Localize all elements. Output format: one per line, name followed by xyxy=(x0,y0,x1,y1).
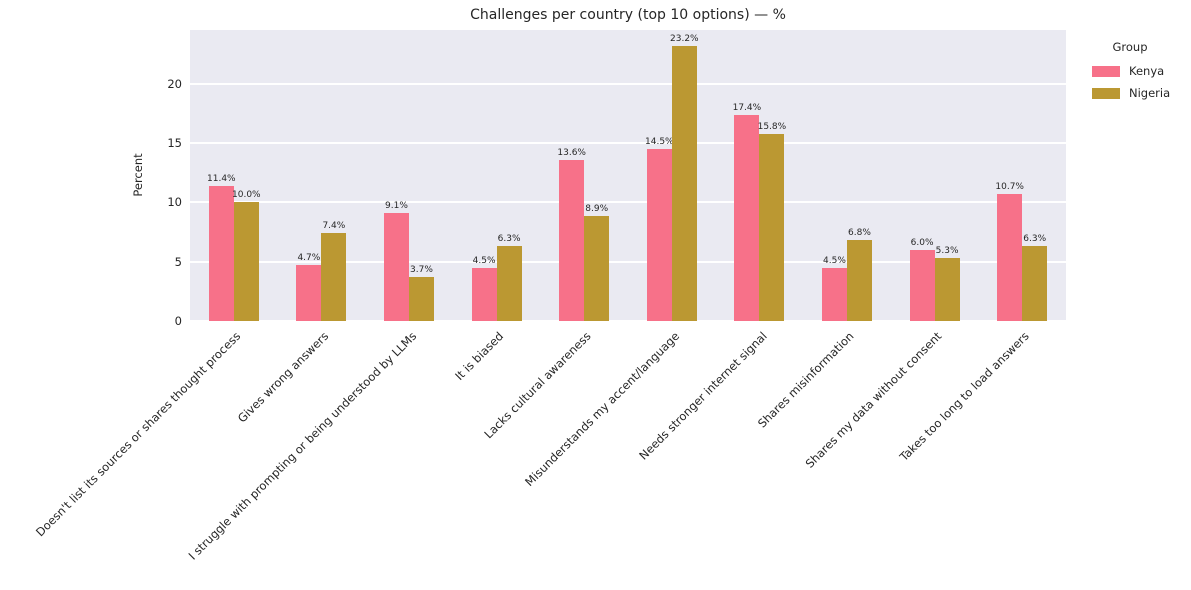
bar-value-label: 7.4% xyxy=(322,221,346,232)
bar-group: 10.7% 6.3% xyxy=(978,30,1066,321)
bar-value-label: 23.2% xyxy=(670,34,699,45)
bar-value-label: 11.4% xyxy=(207,173,236,184)
bar-nigeria xyxy=(321,233,347,321)
y-tick-label: 20 xyxy=(167,76,182,91)
legend-entries: Kenya Nigeria xyxy=(1088,60,1188,104)
legend-entry-label: Nigeria xyxy=(1129,86,1171,100)
bar-nigeria xyxy=(1022,246,1048,321)
gridline-20 xyxy=(190,82,1066,85)
bar-value-label: 6.3% xyxy=(1023,234,1047,245)
bar-nigeria xyxy=(759,133,785,321)
gridline-5 xyxy=(190,260,1066,263)
bar-group: 11.4% 10.0% xyxy=(190,30,278,321)
bar-nigeria xyxy=(846,240,872,321)
bar-value-label: 17.4% xyxy=(732,102,762,113)
y-tick-label: 10 xyxy=(167,195,182,210)
bar-value-label: 4.5% xyxy=(472,255,496,266)
legend-entry-label: Kenya xyxy=(1129,64,1165,78)
bar-kenya xyxy=(646,149,672,321)
bar-value-label: 5.3% xyxy=(935,246,959,257)
bar-kenya xyxy=(208,185,234,321)
x-tick-label: Doesn't list its sources or shares thoug… xyxy=(33,329,244,540)
y-tick-label: 5 xyxy=(174,254,182,269)
legend-entry-kenya: Kenya xyxy=(1088,60,1188,82)
gridline-0 xyxy=(190,320,1066,322)
bar-kenya xyxy=(383,213,409,321)
bar-nigeria xyxy=(584,215,610,321)
bar-nigeria xyxy=(671,46,697,321)
bar-group: 4.5% 6.8% xyxy=(803,30,891,321)
bar-group: 4.5% 6.3% xyxy=(453,30,541,321)
bar-group: 14.5% 23.2% xyxy=(628,30,716,321)
bar-kenya xyxy=(821,267,847,321)
plot-area: 11.4% 10.0% 4.7% 7.4% 9.1% 3.7% 4.5% 6.3% 13.6% 8… xyxy=(190,30,1066,322)
bar-group: 17.4% 15.8% xyxy=(716,30,804,321)
legend: Group Kenya Nigeria xyxy=(1088,40,1188,104)
bar-value-label: 15.8% xyxy=(757,121,787,132)
bar-kenya xyxy=(559,159,585,321)
bar-value-label: 14.5% xyxy=(645,137,674,148)
bar-value-label: 6.8% xyxy=(848,228,871,239)
bar-value-label: 6.0% xyxy=(910,237,934,248)
y-tick-label: 15 xyxy=(167,136,182,151)
bar-value-label: 8.9% xyxy=(585,203,609,214)
bar-group: 6.0% 5.3% xyxy=(891,30,979,321)
bar-kenya xyxy=(296,265,322,321)
x-tick-label: Misunderstands my accent/language xyxy=(521,329,682,489)
bar-value-label: 10.0% xyxy=(232,190,261,201)
gridline-10 xyxy=(190,201,1066,204)
bar-kenya xyxy=(734,114,760,321)
bar-value-label: 13.6% xyxy=(557,147,586,158)
bar-value-label: 6.3% xyxy=(497,234,521,245)
bar-value-label: 10.7% xyxy=(995,182,1024,193)
bar-group: 13.6% 8.9% xyxy=(540,30,628,321)
bar-nigeria xyxy=(233,202,259,321)
chart-title: Challenges per country (top 10 options) … xyxy=(470,7,786,23)
bar-nigeria xyxy=(934,258,960,321)
bar-value-label: 4.7% xyxy=(297,253,321,264)
y-tick-label: 0 xyxy=(174,314,182,328)
bar-value-label: 3.7% xyxy=(410,265,433,276)
legend-title: Group xyxy=(1112,40,1148,54)
x-tick-label: It is biased xyxy=(452,329,507,383)
bar-group: 9.1% 3.7% xyxy=(365,30,453,321)
bar-kenya xyxy=(471,267,497,321)
legend-entry-nigeria: Nigeria xyxy=(1088,82,1188,104)
bar-nigeria xyxy=(408,277,434,321)
legend-swatch-icon xyxy=(1092,65,1120,77)
bar-kenya xyxy=(997,194,1023,321)
gridline-15 xyxy=(190,142,1066,145)
bar-value-label: 4.5% xyxy=(823,255,846,266)
bar-group: 4.7% 7.4% xyxy=(278,30,366,321)
legend-swatch-icon xyxy=(1092,87,1120,99)
x-tick-label: Shares misinformation xyxy=(755,329,857,431)
bar-kenya xyxy=(909,249,935,321)
bar-value-label: 9.1% xyxy=(385,201,408,212)
x-tick-label: Gives wrong answers xyxy=(234,329,332,426)
bar-nigeria xyxy=(496,246,522,321)
